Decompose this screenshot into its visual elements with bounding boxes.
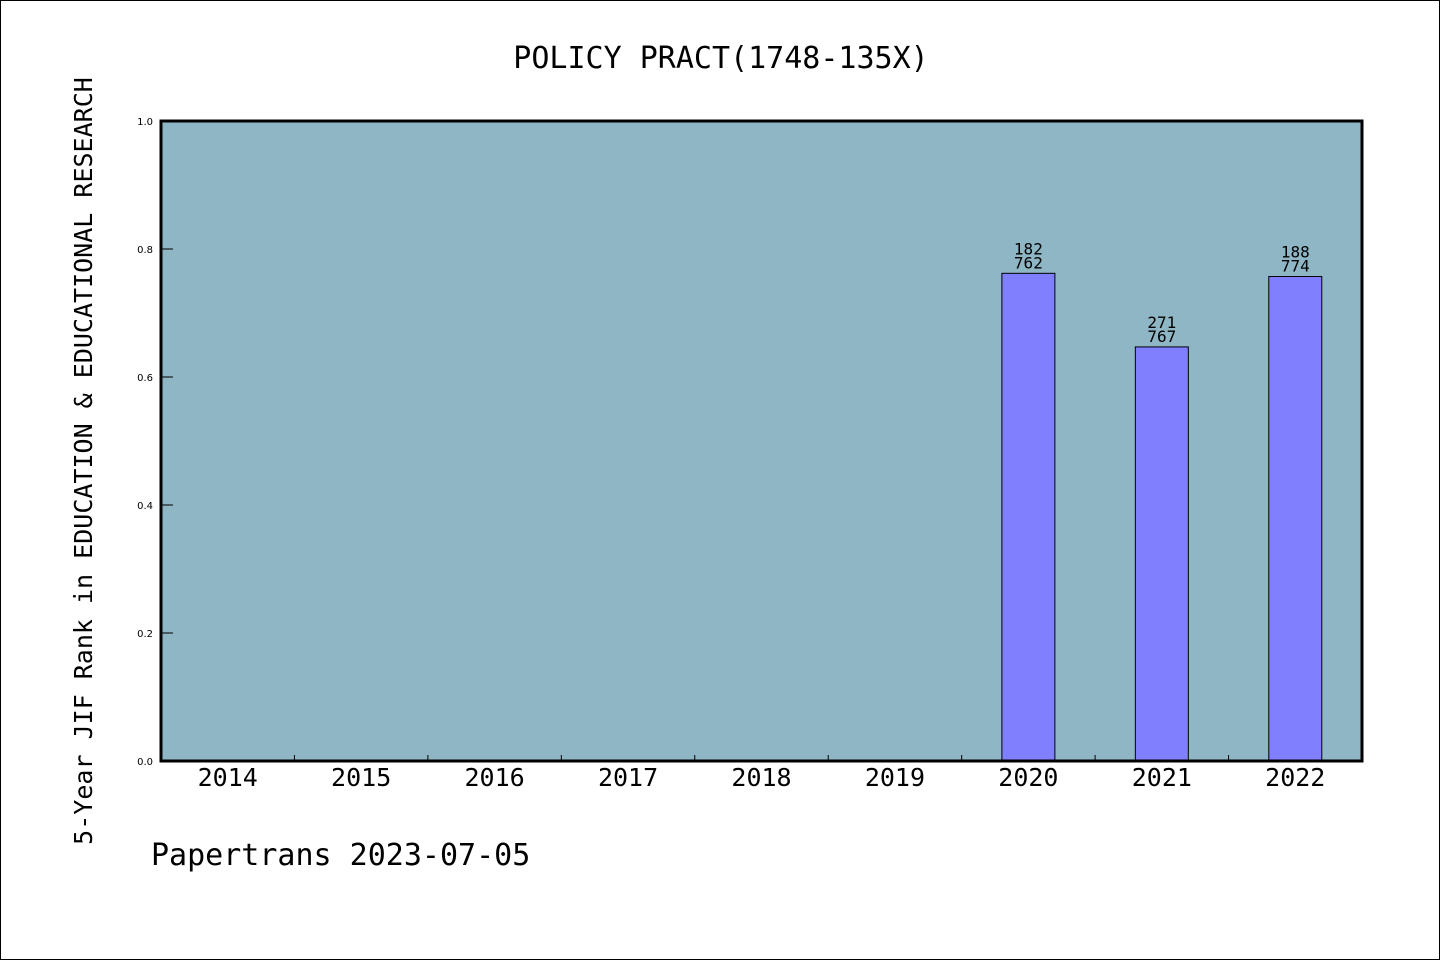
y-tick-label: 0.6 xyxy=(137,373,153,384)
bar xyxy=(1134,346,1189,762)
x-axis: 2014 2015 2016 2017 2018 2019 2020 2021 2022 xyxy=(198,755,1325,792)
bar xyxy=(1001,272,1056,762)
bar-label-rank: 271 xyxy=(1147,313,1176,332)
y-tick-label: 0.8 xyxy=(137,245,153,256)
x-tick-label: 2021 xyxy=(1132,763,1192,792)
x-tick-label: 2019 xyxy=(865,763,925,792)
x-tick-label: 2016 xyxy=(465,763,525,792)
y-tick-label: 0.4 xyxy=(137,501,153,512)
y-axis-label: 5-Year JIF Rank in EDUCATION & EDUCATION… xyxy=(69,77,98,845)
bar-label-total: 762 xyxy=(1014,253,1043,272)
y-tick-label: 1.0 xyxy=(137,117,153,128)
chart-title: POLICY PRACT(1748-135X) xyxy=(513,41,928,76)
x-tick-label: 2014 xyxy=(198,763,258,792)
x-tick-label: 2022 xyxy=(1265,763,1325,792)
x-tick-label: 2020 xyxy=(998,763,1058,792)
bar xyxy=(1268,276,1323,762)
bar-label-total: 774 xyxy=(1281,257,1310,276)
bar-label-rank: 188 xyxy=(1281,243,1310,262)
x-tick-label: 2018 xyxy=(731,763,791,792)
x-tick-label: 2017 xyxy=(598,763,658,792)
bars-group xyxy=(1001,272,1323,762)
x-tick-label: 2015 xyxy=(331,763,391,792)
footer-note: Papertrans 2023-07-05 xyxy=(151,838,530,873)
bar-label-rank: 182 xyxy=(1014,239,1043,258)
plot-border xyxy=(159,119,1364,763)
y-tick-label: 0.0 xyxy=(137,757,153,768)
bar-label-total: 767 xyxy=(1147,327,1176,346)
y-tick-label: 0.2 xyxy=(137,629,153,640)
